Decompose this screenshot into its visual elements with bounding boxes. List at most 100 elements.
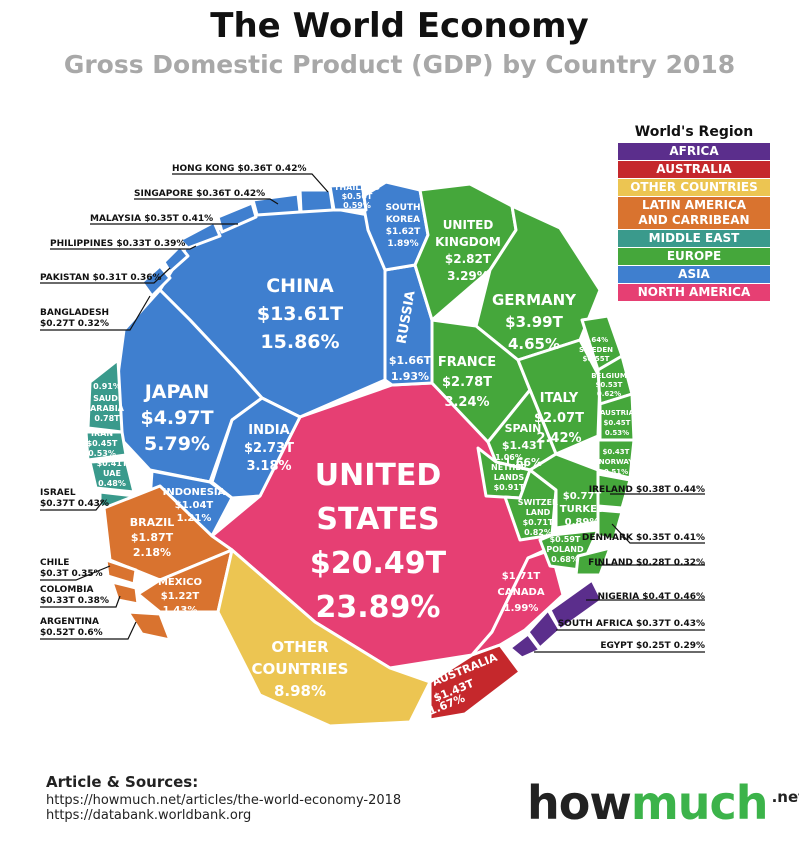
label-italy-value: $2.07T [534,411,584,426]
callout-singapore: SINGAPORE $0.36T 0.42% [134,189,265,199]
label-switzerland-name: SWITZER [518,498,558,507]
brand-how: how [527,776,632,830]
label-netherlands-value: $0.91T [494,483,525,492]
label-austria-name: AUSTRIA [600,409,635,417]
callout-finland: FINLAND $0.28T 0.32% [588,558,705,568]
label-united-kingdom-name: KINGDOM [435,235,501,249]
brand-much: much [630,776,769,830]
label-france-share: 3.24% [444,395,489,410]
label-saudi-arabia-name: ARABIA [90,404,125,413]
label-united-states-name: STATES [316,502,439,537]
label-united-kingdom-value: $2.82T [445,252,492,266]
label-netherlands-name: LANDS [494,473,525,482]
label-germany-share: 4.65% [508,335,560,353]
cell-mexico[interactable] [136,548,234,614]
label-uae-share: 0.48% [98,479,126,488]
legend-item-middle-east: MIDDLE EAST [618,230,770,247]
label-norway-value: $0.43T [603,448,630,456]
cell-pakistan[interactable] [162,244,190,274]
page-subtitle: Gross Domestic Product (GDP) by Country … [63,50,736,79]
leader-israel [40,499,105,511]
legend-item-australia: AUSTRALIA [618,161,770,178]
sources: Article & Sources: https://howmuch.net/a… [46,773,401,823]
callout-bangladesh-name: BANGLADESH [40,308,109,318]
label-turkey-name: TURKEY [560,504,605,515]
leader-bangladesh [40,295,151,331]
cell-iran[interactable] [84,430,128,462]
leader-philippines [50,245,197,250]
legend-items: AFRICA AUSTRALIA OTHER COUNTRIES LATIN AMER… [618,143,770,301]
cell-malaysia[interactable] [216,201,258,234]
label-china-name: CHINA [266,275,334,297]
label-mexico-name: MEXICO [158,577,202,588]
callout-denmark: DENMARK $0.35T 0.41% [582,533,705,543]
label-thailand-value: $0.50T [342,192,373,201]
cell-argentina[interactable] [126,610,172,642]
cell-uae[interactable] [88,458,136,494]
cell-hong-kong[interactable] [298,188,335,214]
label-belgium-name: BELGIUM [591,372,627,380]
callout-nigeria: NIGERIA $0.4T 0.46% [598,592,706,602]
cell-chile[interactable] [104,558,138,586]
callout-argentina-name: ARGENTINA [40,617,99,627]
label-austria-share: 0.53% [605,429,629,437]
label-india-share: 3.18% [246,459,291,474]
cell-egypt[interactable] [508,632,542,660]
label-other-countries-share: 8.98% [274,682,326,700]
legend-title: World's Region [634,124,754,140]
label-uae-value: $0.41T [97,459,128,468]
label-russia-value: $1.66T [389,354,432,367]
label-japan-name: JAPAN [143,381,210,403]
cell-denmark[interactable] [596,508,624,542]
label-italy-name: ITALY [540,391,579,406]
label-china-share: 15.86% [260,331,339,353]
label-japan-value: $4.97T [140,407,213,429]
label-united-kingdom-name: UNITED [443,218,494,232]
cell-finland[interactable] [574,546,612,577]
label-brazil-value: $1.87T [131,531,174,544]
label-france-value: $2.78T [442,375,492,390]
label-sweden-value: $0.55T [583,355,610,363]
label-india-value: $2.73T [244,441,294,456]
legend-item-asia: ASIA [618,266,770,283]
source-link-article[interactable]: https://howmuch.net/articles/the-world-e… [46,793,402,808]
label-united-states-share: 23.89% [316,590,441,625]
label-spain-share: 1.66% [504,456,542,469]
label-saudi-arabia-name: SAUDI [93,394,121,403]
label-canada-value: $1.71T [502,571,541,582]
source-link-databank[interactable]: https://databank.worldbank.org [46,808,252,823]
label-india-name: INDIA [248,423,289,438]
callout-ireland: IRELAND $0.38T 0.44% [589,485,705,495]
label-united-states-value: $20.49T [310,546,447,581]
label-france-name: FRANCE [438,355,496,370]
cell-philippines[interactable] [178,220,222,250]
cell-ireland[interactable] [596,472,632,510]
label-spain-name: SPAIN [505,422,542,435]
label-russia-share: 1.93% [391,370,429,383]
label-switzerland-value: $0.71T [523,518,554,527]
label-united-kingdom-share: 3.29% [447,269,489,283]
callout-pakistan: PAKISTAN $0.31T 0.36% [40,273,162,283]
label-mexico-value: $1.22T [161,591,200,602]
label-norway-share: 0.51% [604,468,628,476]
cell-australia[interactable] [428,643,522,722]
cell-norway[interactable] [596,438,636,480]
sources-heading: Article & Sources: [46,773,199,791]
label-austria-value: $0.45T [604,419,631,427]
label-iran-share: 0.53% [88,449,116,458]
label-indonesia-name: INDONESIA [163,487,226,498]
label-iran-name: IRAN [91,429,113,438]
callout-bangladesh-value: $0.27T 0.32% [40,319,109,329]
leader-chile [40,565,111,581]
label-poland-name: POLAND [546,545,584,554]
label-turkey-value: $0.77T [563,491,602,502]
legend-item-other-countries: OTHER COUNTRIES [618,179,770,196]
label-belgium-value: $0.53T [596,381,623,389]
label-indonesia-share: 1.21% [177,513,212,524]
legend-item-north-america: NORTH AMERICA [618,284,770,301]
label-brazil-name: BRAZIL [130,516,174,529]
label-south-korea-value: $1.62T [386,227,421,237]
label-south-korea-name: SOUTH [385,203,420,213]
callout-israel-name: ISRAEL [40,488,76,498]
legend-item-europe: EUROPE [618,248,770,265]
